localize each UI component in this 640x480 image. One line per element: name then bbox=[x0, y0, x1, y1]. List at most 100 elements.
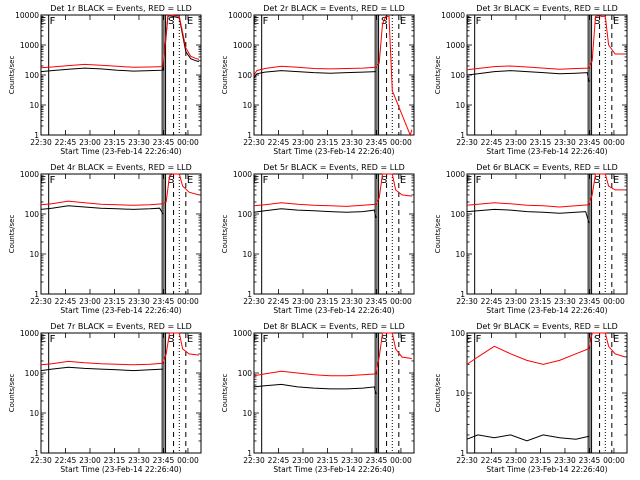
x-tick-label: 22:45 bbox=[268, 456, 290, 465]
marker-annotation: F bbox=[476, 334, 482, 345]
series-events-line bbox=[466, 434, 590, 442]
x-tick-label: 23:00 bbox=[79, 138, 101, 147]
series-events-line bbox=[466, 70, 590, 82]
x-tick-label: 23:00 bbox=[292, 297, 314, 306]
x-tick-label: 00:00 bbox=[390, 138, 412, 147]
x-tick-label: 22:45 bbox=[268, 138, 290, 147]
series-lld-line bbox=[253, 15, 413, 137]
x-tick-label: 23:30 bbox=[554, 138, 576, 147]
x-tick-label: 22:45 bbox=[55, 297, 77, 306]
marker-annotation: F bbox=[263, 175, 269, 186]
y-tick-label: 100 bbox=[25, 369, 40, 378]
x-tick-label: 23:00 bbox=[292, 456, 314, 465]
y-tick-label: 100 bbox=[238, 210, 253, 219]
y-tick-label: 10 bbox=[29, 250, 39, 259]
x-axis-label: Start Time (23-Feb-14 22:26:40) bbox=[273, 465, 394, 474]
marker-annotation: S bbox=[381, 16, 387, 27]
panel-title: Det 3r BLACK = Events, RED = LLD bbox=[476, 4, 618, 13]
marker-annotation: E bbox=[613, 16, 619, 27]
y-axis-label: Counts/sec bbox=[434, 374, 442, 413]
x-tick-label: 22:30 bbox=[456, 297, 478, 306]
y-axis-label: Counts/sec bbox=[221, 215, 229, 254]
x-tick-label: 23:15 bbox=[317, 456, 339, 465]
series-lld-line bbox=[466, 15, 625, 71]
y-axis-label: Counts/sec bbox=[221, 56, 229, 95]
y-tick-label: 10000 bbox=[15, 11, 39, 20]
x-tick-label: 23:15 bbox=[530, 456, 552, 465]
y-tick-label: 100 bbox=[451, 210, 466, 219]
marker-annotation: S bbox=[168, 16, 174, 27]
panel-title: Det 9r BLACK = Events, RED = LLD bbox=[476, 322, 618, 331]
x-tick-label: 23:15 bbox=[317, 138, 339, 147]
marker-annotation: F bbox=[50, 334, 56, 345]
x-tick-label: 00:00 bbox=[390, 297, 412, 306]
y-tick-label: 1000 bbox=[446, 41, 465, 50]
y-tick-label: 1 bbox=[247, 290, 252, 299]
x-axis-label: Start Time (23-Feb-14 22:26:40) bbox=[486, 306, 607, 315]
x-tick-label: 22:45 bbox=[55, 456, 77, 465]
y-axis-label: Counts/sec bbox=[8, 56, 16, 95]
panel-title: Det 6r BLACK = Events, RED = LLD bbox=[476, 163, 618, 172]
marker-annotation: S bbox=[594, 16, 600, 27]
y-axis-label: Counts/sec bbox=[221, 374, 229, 413]
x-axis-label: Start Time (23-Feb-14 22:26:40) bbox=[273, 306, 394, 315]
marker-annotation: E bbox=[466, 16, 472, 27]
y-tick-label: 1000 bbox=[20, 170, 39, 179]
x-tick-label: 23:30 bbox=[128, 456, 150, 465]
marker-annotation: S bbox=[168, 334, 174, 345]
y-tick-label: 10000 bbox=[228, 11, 252, 20]
x-tick-label: 23:15 bbox=[530, 138, 552, 147]
x-tick-label: 23:30 bbox=[341, 138, 363, 147]
x-tick-label: 23:15 bbox=[104, 456, 126, 465]
y-tick-label: 1 bbox=[34, 449, 39, 458]
x-axis-label: Start Time (23-Feb-14 22:26:40) bbox=[60, 306, 181, 315]
y-tick-label: 100 bbox=[451, 329, 466, 338]
plot-frame bbox=[253, 332, 415, 454]
x-tick-label: 22:30 bbox=[30, 456, 52, 465]
x-axis-label: Start Time (23-Feb-14 22:26:40) bbox=[60, 465, 181, 474]
x-tick-label: 00:00 bbox=[603, 297, 625, 306]
panel-det-9: Det 9r BLACK = Events, RED = LLD 1 10 100 22… bbox=[434, 322, 628, 474]
x-tick-label: 23:15 bbox=[317, 297, 339, 306]
marker-annotation: E bbox=[253, 16, 259, 27]
x-tick-label: 23:30 bbox=[341, 456, 363, 465]
panel-title: Det 4r BLACK = Events, RED = LLD bbox=[50, 163, 192, 172]
plot-frame bbox=[253, 173, 415, 295]
panel-det-6: Det 6r BLACK = Events, RED = LLD 1 10 100 10… bbox=[434, 163, 628, 315]
x-tick-label: 23:30 bbox=[128, 138, 150, 147]
x-tick-label: 00:00 bbox=[603, 456, 625, 465]
marker-annotation: E bbox=[613, 175, 619, 186]
y-tick-label: 10 bbox=[242, 250, 252, 259]
marker-annotation: F bbox=[50, 16, 56, 27]
x-tick-label: 23:00 bbox=[505, 456, 527, 465]
series-lld-line bbox=[253, 173, 412, 207]
x-tick-label: 00:00 bbox=[603, 138, 625, 147]
panel-det-5: Det 5r BLACK = Events, RED = LLD 1 10 100 10… bbox=[221, 163, 415, 315]
y-tick-label: 100 bbox=[238, 369, 253, 378]
marker-annotation: E bbox=[40, 16, 46, 27]
series-events-line bbox=[253, 208, 377, 219]
marker-annotation: S bbox=[594, 334, 600, 345]
marker-annotation: F bbox=[476, 175, 482, 186]
series-lld-line bbox=[40, 332, 199, 366]
x-tick-label: 22:45 bbox=[481, 456, 503, 465]
x-tick-label: 22:30 bbox=[30, 297, 52, 306]
x-tick-label: 22:45 bbox=[55, 138, 77, 147]
panel-title: Det 2r BLACK = Events, RED = LLD bbox=[263, 4, 405, 13]
y-tick-label: 10 bbox=[455, 389, 465, 398]
y-tick-label: 1 bbox=[247, 449, 252, 458]
panel-det-7: Det 7r BLACK = Events, RED = LLD 1 10 100 10… bbox=[8, 322, 202, 474]
panel-det-2: Det 2r BLACK = Events, RED = LLD 1 10 100 10… bbox=[221, 4, 415, 156]
panel-title: Det 1r BLACK = Events, RED = LLD bbox=[50, 4, 192, 13]
series-events-line bbox=[40, 205, 164, 215]
y-tick-label: 1 bbox=[247, 131, 252, 140]
series-events-line bbox=[40, 366, 164, 372]
marker-annotation: E bbox=[400, 334, 406, 345]
marker-annotation: S bbox=[168, 175, 174, 186]
y-axis-label: Counts/sec bbox=[434, 56, 442, 95]
panel-det-1: Det 1r BLACK = Events, RED = LLD 1 10 100 10… bbox=[8, 4, 202, 156]
y-tick-label: 1 bbox=[460, 290, 465, 299]
x-tick-label: 23:30 bbox=[128, 297, 150, 306]
marker-annotation: E bbox=[400, 175, 406, 186]
